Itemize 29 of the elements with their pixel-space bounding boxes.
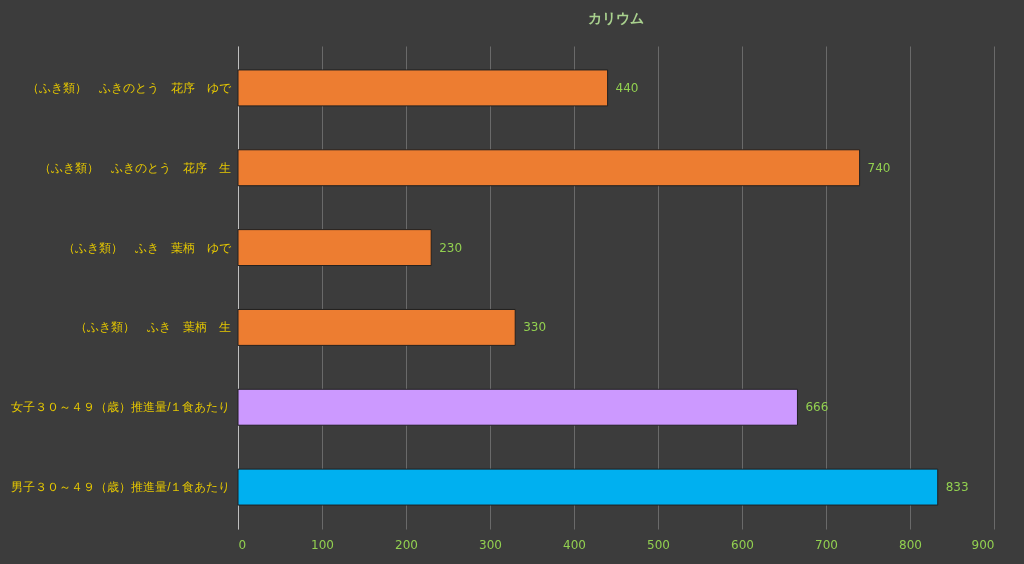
x-tick-label: 300 <box>479 537 502 552</box>
bar <box>237 468 939 506</box>
bar <box>237 69 609 107</box>
x-tick-label: 700 <box>815 537 838 552</box>
y-tick-label: （ふき類） ふき 葉柄 ゆで <box>62 240 232 255</box>
x-tick-label: 400 <box>563 537 586 552</box>
y-tick-label: （ふき類） ふき 葉柄 生 <box>74 320 231 335</box>
data-label: 833 <box>945 480 969 495</box>
y-tick-label: 男子３０～４９（歳）推進量/１食あたり <box>11 480 231 495</box>
data-label: 330 <box>523 320 547 335</box>
bar <box>237 149 861 187</box>
y-tick-label: 女子３０～４９（歳）推進量/１食あたり <box>11 400 231 415</box>
chart-title: カリウム <box>588 10 644 26</box>
data-label: 666 <box>805 400 829 415</box>
x-tick-label: 0 <box>238 537 247 552</box>
data-label: 230 <box>439 240 463 255</box>
data-label: 440 <box>615 80 639 95</box>
bar <box>237 388 798 426</box>
y-tick-label: （ふき類） ふきのとう 花序 生 <box>38 160 231 175</box>
x-tick-label: 800 <box>899 537 922 552</box>
bar <box>237 229 432 267</box>
x-tick-label: 600 <box>731 537 754 552</box>
x-tick-label: 500 <box>647 537 670 552</box>
x-tick-label: 200 <box>395 537 418 552</box>
y-tick-label: （ふき類） ふきのとう 花序 ゆで <box>26 80 232 95</box>
data-label: 740 <box>867 160 891 175</box>
x-tick-label: 900 <box>971 537 995 552</box>
bar <box>237 308 516 346</box>
x-tick-label: 100 <box>311 537 334 552</box>
